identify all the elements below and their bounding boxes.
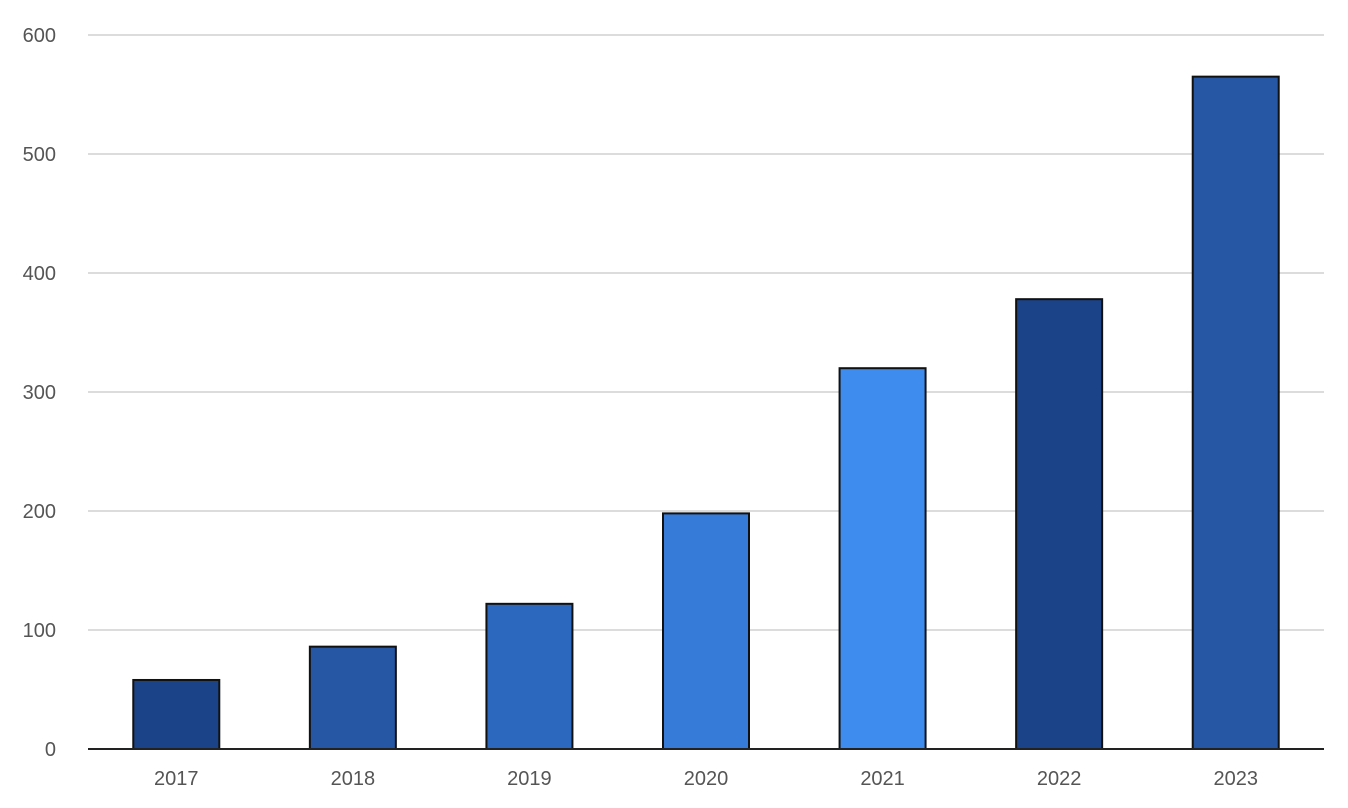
bars: [132, 75, 1280, 750]
y-tick-label: 500: [23, 144, 56, 166]
bar-2022: [1015, 298, 1104, 750]
x-tick-label: 2018: [331, 768, 376, 790]
bar-2020: [662, 512, 750, 750]
x-tick-label: 2017: [154, 768, 199, 790]
bar-2021: [838, 367, 927, 750]
x-tick-label: 2019: [507, 768, 552, 790]
x-tick-label: 2021: [860, 768, 905, 790]
y-tick-label: 100: [23, 620, 56, 642]
y-tick-label: 0: [45, 739, 56, 761]
x-tick-label: 2020: [684, 768, 729, 790]
bar-2023: [1191, 75, 1280, 750]
gridlines: [88, 34, 1324, 631]
x-tick-label: 2022: [1037, 768, 1082, 790]
y-tick-labels: 0 100 200 300 400 500 600: [23, 25, 56, 761]
bar-2018: [308, 645, 397, 750]
y-tick-label: 600: [23, 25, 56, 47]
bar-2019: [485, 602, 574, 750]
y-tick-label: 200: [23, 501, 56, 523]
y-tick-label: 400: [23, 263, 56, 285]
x-tick-labels: 2017 2018 2019 2020 2021 2022 2023: [154, 768, 1258, 790]
bar-2017: [132, 678, 221, 750]
y-tick-label: 300: [23, 382, 56, 404]
x-tick-label: 2023: [1213, 768, 1258, 790]
